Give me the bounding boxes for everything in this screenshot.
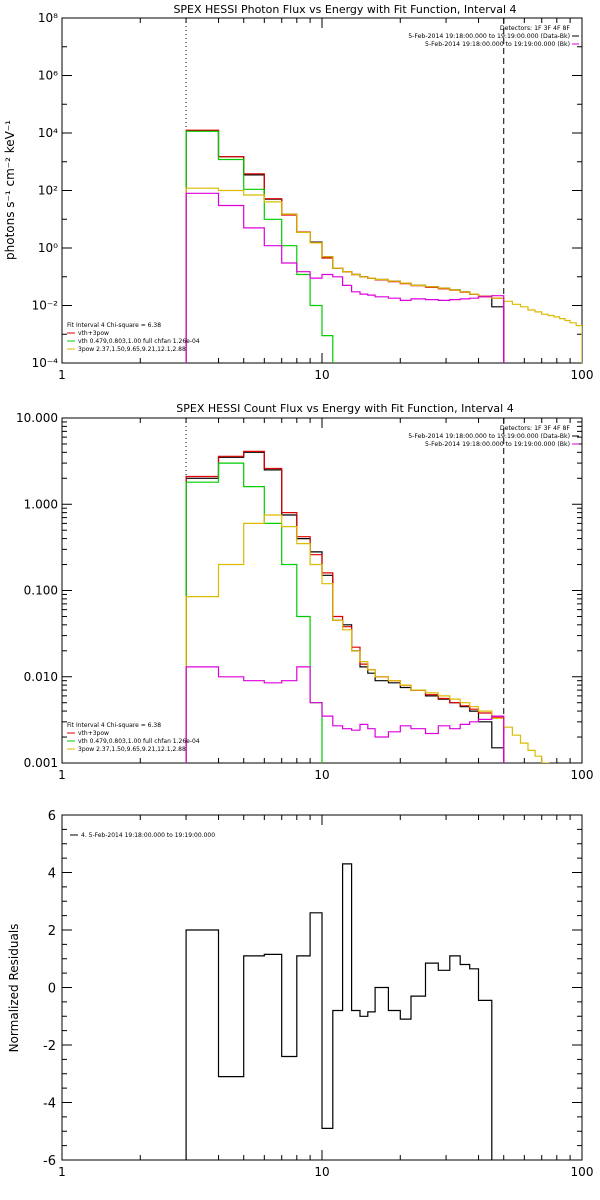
x-tick-label: 1 xyxy=(58,1165,66,1179)
photon-flux-y-axis-label: photons s⁻¹ cm⁻² keV⁻¹ xyxy=(3,120,17,260)
y-tick-label: 1.000 xyxy=(24,497,58,511)
legend-bottom-left-label: Fit Interval 4 Chi-square = 6.38 xyxy=(67,322,161,329)
residuals-y-axis-label: Normalized Residuals xyxy=(7,924,21,1053)
y-tick-label: 6 xyxy=(48,809,56,824)
legend-bottom-left-label: vth+3pow xyxy=(78,730,109,737)
residuals-panel: Normalized Residuals 1 10 100 -6 -4 -2 0 2 4 6 4. … xyxy=(7,809,593,1179)
x-tick-label: 100 xyxy=(571,768,594,782)
series-line-3 xyxy=(185,514,550,763)
y-tick-label: 10⁻⁴ xyxy=(32,356,59,370)
photon-flux-panel: SPEX HESSI Photon Flux vs Energy with Fi… xyxy=(3,3,593,382)
series-line-3 xyxy=(185,187,582,363)
legend-top-right-label: 5-Feb-2014 19:18:00.000 to 19:19:00.000 … xyxy=(425,441,570,448)
count-flux-title: SPEX HESSI Count Flux vs Energy with Fit… xyxy=(176,402,513,415)
legend-top-right-label: Detectors: 1F 3F 4F 8F xyxy=(500,425,571,432)
x-tick-label: 10 xyxy=(314,368,329,382)
legend-top-right-label: 5-Feb-2014 19:18:00.000 to 19:19:00.000 … xyxy=(425,41,570,48)
series-line-0 xyxy=(185,863,493,1160)
legend-bottom-left-label: vth 0.479,0.803,1.00 full chfan 1.26e-04 xyxy=(78,738,200,745)
y-tick-label: 10⁸ xyxy=(38,11,58,25)
legend-bottom-left-label: 3pow 2.37,1.50,9.65,9.21,12.1,2.88 xyxy=(78,346,186,353)
y-tick-label: 10² xyxy=(38,184,58,198)
y-tick-label: -4 xyxy=(43,1097,56,1112)
photon-flux-title: SPEX HESSI Photon Flux vs Energy with Fi… xyxy=(173,3,516,16)
series-line-0 xyxy=(185,130,505,363)
legend-bottom-left-label: vth 0.479,0.803,1.00 full chfan 1.26e-04 xyxy=(78,338,200,345)
y-tick-label: -2 xyxy=(43,1039,56,1054)
series-line-4 xyxy=(185,192,505,363)
y-tick-label: 10⁻² xyxy=(32,299,59,313)
y-tick-label: 4 xyxy=(48,867,56,882)
x-tick-label: 10 xyxy=(314,768,329,782)
y-tick-label: 0.010 xyxy=(24,670,58,684)
series-line-0 xyxy=(185,451,505,763)
series-line-1 xyxy=(185,129,505,363)
y-tick-label: 10.000 xyxy=(16,411,58,425)
y-tick-label: 0.001 xyxy=(24,756,58,770)
series-line-2 xyxy=(185,130,344,363)
x-tick-label: 100 xyxy=(571,1165,594,1179)
series-line-4 xyxy=(185,666,505,763)
y-tick-label: 10⁴ xyxy=(38,126,58,140)
y-tick-label: 10⁰ xyxy=(38,241,58,255)
series-line-1 xyxy=(185,450,505,763)
legend-top-right-label: 5-Feb-2014 19:18:00.000 to 19:19:00.000 … xyxy=(408,33,570,40)
x-tick-label: 10 xyxy=(314,1165,329,1179)
series-line-2 xyxy=(185,462,334,763)
legend-top-left-label: 4. 5-Feb-2014 19:18:00.000 to 19:19:00.0… xyxy=(81,832,215,839)
y-tick-label: 2 xyxy=(48,924,56,939)
legend-bottom-left-label: 3pow 2.37,1.50,9.65,9.21,12.1,2.88 xyxy=(78,746,186,753)
y-tick-label: 10⁶ xyxy=(38,69,58,83)
x-tick-label: 1 xyxy=(58,768,66,782)
legend-bottom-left-label: vth+3pow xyxy=(78,330,109,337)
count-flux-panel: SPEX HESSI Count Flux vs Energy with Fit… xyxy=(16,402,593,782)
y-tick-label: 0.100 xyxy=(24,584,58,598)
y-tick-label: 0 xyxy=(48,982,56,997)
x-tick-label: 1 xyxy=(58,368,66,382)
legend-top-right-label: Detectors: 1F 3F 4F 8F xyxy=(500,25,571,32)
y-tick-label: -6 xyxy=(43,1154,56,1169)
legend-top-right-label: 5-Feb-2014 19:18:00.000 to 19:19:00.000 … xyxy=(408,433,570,440)
x-tick-label: 100 xyxy=(571,368,594,382)
legend-bottom-left-label: Fit Interval 4 Chi-square = 6.38 xyxy=(67,722,161,729)
